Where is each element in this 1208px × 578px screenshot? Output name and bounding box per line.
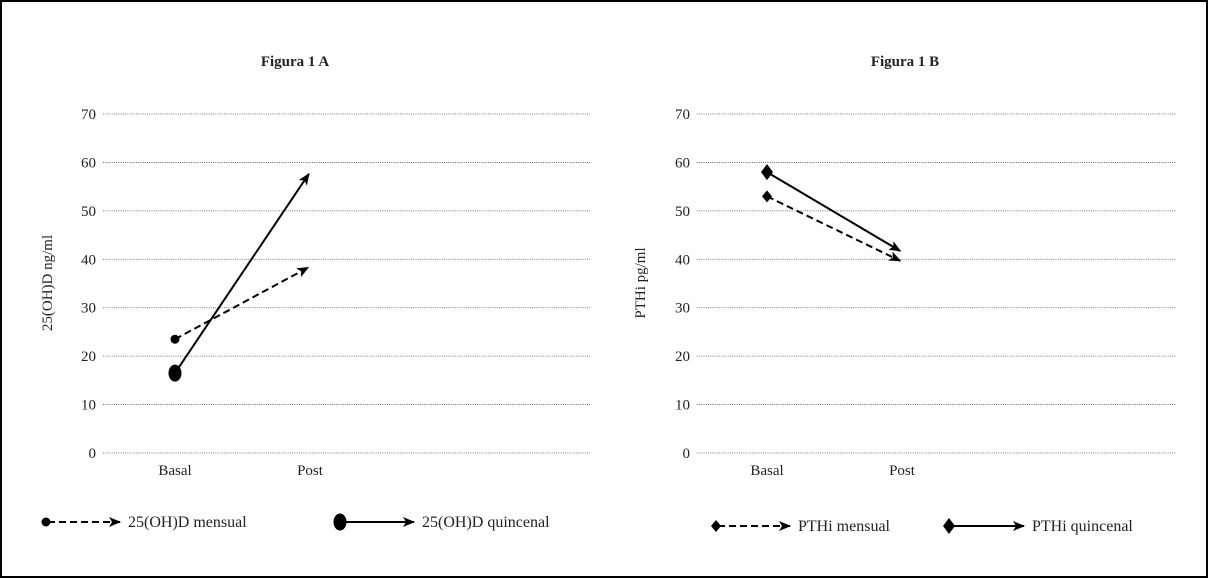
chart-a-y-tick-label: 40 [81,252,96,268]
chart-b-gridlines [697,113,1176,454]
chart-a-y-ticks: 0 10 20 30 40 50 60 70 [81,107,96,462]
chart-a-y-tick-label: 0 [89,446,97,462]
chart-b-title: Figura 1 B [871,54,939,70]
chart-b-y-tick-label: 60 [675,155,690,171]
chart-b-y-axis-label: PTHi pg/ml [633,247,649,318]
chart-b-legend: PTHi mensual PTHi quincenal [711,518,1133,535]
chart-b-y-tick-label: 70 [675,107,690,123]
chart-a-y-tick-label: 20 [81,349,96,365]
chart-b-legend-swatch-marker [711,520,721,532]
chart-a-legend-swatch-marker [41,517,51,527]
chart-a-x-ticks: Basal Post [158,463,323,479]
chart-b-series-line-1 [766,171,902,252]
chart-a-x-tick-label: Basal [158,463,191,479]
chart-b-series-point-0 [762,190,772,203]
chart-panel-b: Figura 1 B 0 10 20 30 40 50 60 70 Basal Post PTH… [633,54,1176,535]
chart-a-legend-swatch-marker [333,513,347,531]
chart-b-y-tick-label: 0 [683,446,691,462]
chart-a-legend-label: 25(OH)D quincenal [422,514,550,531]
chart-b-y-tick-label: 30 [675,301,690,317]
chart-a-series-point-0 [170,334,180,344]
chart-b-legend-item: PTHi mensual [711,518,891,535]
chart-a-legend-item: 25(OH)D mensual [41,514,247,531]
chart-a-series [168,172,310,382]
chart-b-x-tick-label: Post [889,463,916,479]
chart-b-y-tick-label: 40 [675,252,690,268]
chart-a-legend: 25(OH)D mensual 25(OH)D quincenal [41,513,550,531]
chart-a-legend-label: 25(OH)D mensual [128,514,247,531]
chart-b-y-tick-label: 50 [675,204,690,220]
chart-a-series-line-0 [174,266,310,341]
chart-b-y-ticks: 0 10 20 30 40 50 60 70 [675,107,690,462]
chart-a-series-point-1 [168,364,182,382]
chart-a-y-tick-label: 70 [81,107,96,123]
chart-a-series-line-1 [174,172,310,374]
chart-a-legend-item: 25(OH)D quincenal [333,513,550,531]
chart-b-series [761,164,902,262]
chart-b-legend-label: PTHi quincenal [1032,518,1133,535]
chart-panel-a: Figura 1 A 0 10 20 30 40 50 60 70 Basal Post 25(… [40,54,590,531]
chart-b-legend-item: PTHi quincenal [943,518,1133,535]
chart-b-y-tick-label: 10 [675,398,690,414]
chart-a-title: Figura 1 A [261,54,330,70]
chart-a-y-axis-label: 25(OH)D ng/ml [40,235,56,331]
chart-b-x-tick-label: Basal [750,463,783,479]
chart-b-x-ticks: Basal Post [750,463,915,479]
chart-a-y-tick-label: 50 [81,204,96,220]
chart-b-y-tick-label: 20 [675,349,690,365]
chart-b-legend-swatch-marker [943,518,955,534]
chart-a-y-tick-label: 10 [81,398,96,414]
chart-b-legend-label: PTHi mensual [798,518,891,535]
chart-b-series-point-1 [761,164,773,181]
chart-a-y-tick-label: 60 [81,155,96,171]
chart-a-x-tick-label: Post [297,463,324,479]
chart-b-series-line-0 [766,195,902,262]
chart-a-y-tick-label: 30 [81,301,96,317]
